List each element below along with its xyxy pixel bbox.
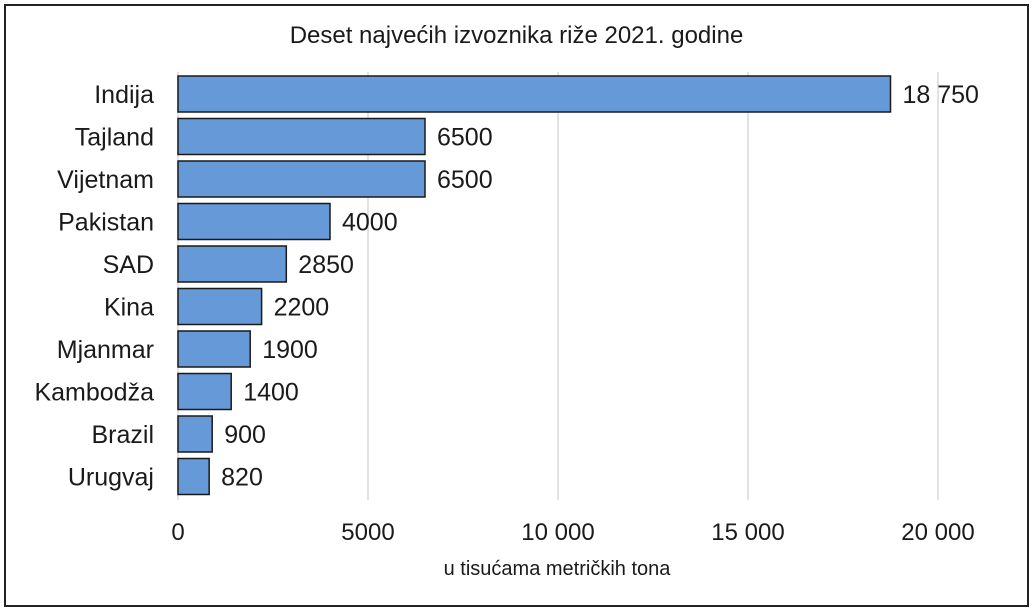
value-label: 1400 <box>243 379 299 407</box>
bars <box>177 75 892 496</box>
category-label: SAD <box>103 251 154 279</box>
chart-title: Deset najvećih izvoznika riže 2021. godi… <box>289 22 744 49</box>
category-labels: Indija Tajland Vijetnam Pakistan SAD Kina Mjan… <box>34 81 154 492</box>
category-label: Kina <box>104 294 154 322</box>
category-label: Pakistan <box>58 209 154 237</box>
x-tick-label: 5000 <box>341 519 394 546</box>
value-label: 2850 <box>298 251 354 279</box>
bar <box>177 372 232 411</box>
bar <box>177 415 213 453</box>
x-tick-label: 20 000 <box>901 519 974 546</box>
bar <box>177 245 288 283</box>
x-tick-labels: 0 5000 10 000 15 000 20 000 <box>171 519 974 546</box>
category-label: Brazil <box>91 421 154 449</box>
category-label: Indija <box>94 81 154 109</box>
bar <box>177 117 426 156</box>
bar <box>177 330 251 368</box>
value-label: 820 <box>221 464 263 492</box>
value-label: 6500 <box>437 124 493 152</box>
value-label: 4000 <box>342 209 398 237</box>
value-label: 6500 <box>437 166 493 194</box>
bar <box>177 457 210 496</box>
category-label: Kambodža <box>34 379 154 407</box>
value-label: 2200 <box>274 294 330 322</box>
category-label: Mjanmar <box>57 336 154 364</box>
bar <box>177 202 331 241</box>
bar <box>177 160 426 198</box>
x-tick-label: 15 000 <box>711 519 784 546</box>
value-label: 1900 <box>262 336 318 364</box>
x-tick-label: 0 <box>171 519 184 546</box>
x-axis-title: u tisućama metričkih tona <box>444 558 672 580</box>
value-label: 900 <box>224 421 266 449</box>
x-tick-label: 10 000 <box>521 519 594 546</box>
bar <box>177 287 263 326</box>
category-label: Urugvaj <box>68 464 154 492</box>
value-labels: 18 750 6500 6500 4000 2850 2200 1900 1400 900 820 <box>221 81 979 492</box>
value-label: 18 750 <box>903 81 979 109</box>
category-label: Vijetnam <box>57 166 154 194</box>
category-label: Tajland <box>75 124 154 152</box>
bar <box>177 75 892 113</box>
